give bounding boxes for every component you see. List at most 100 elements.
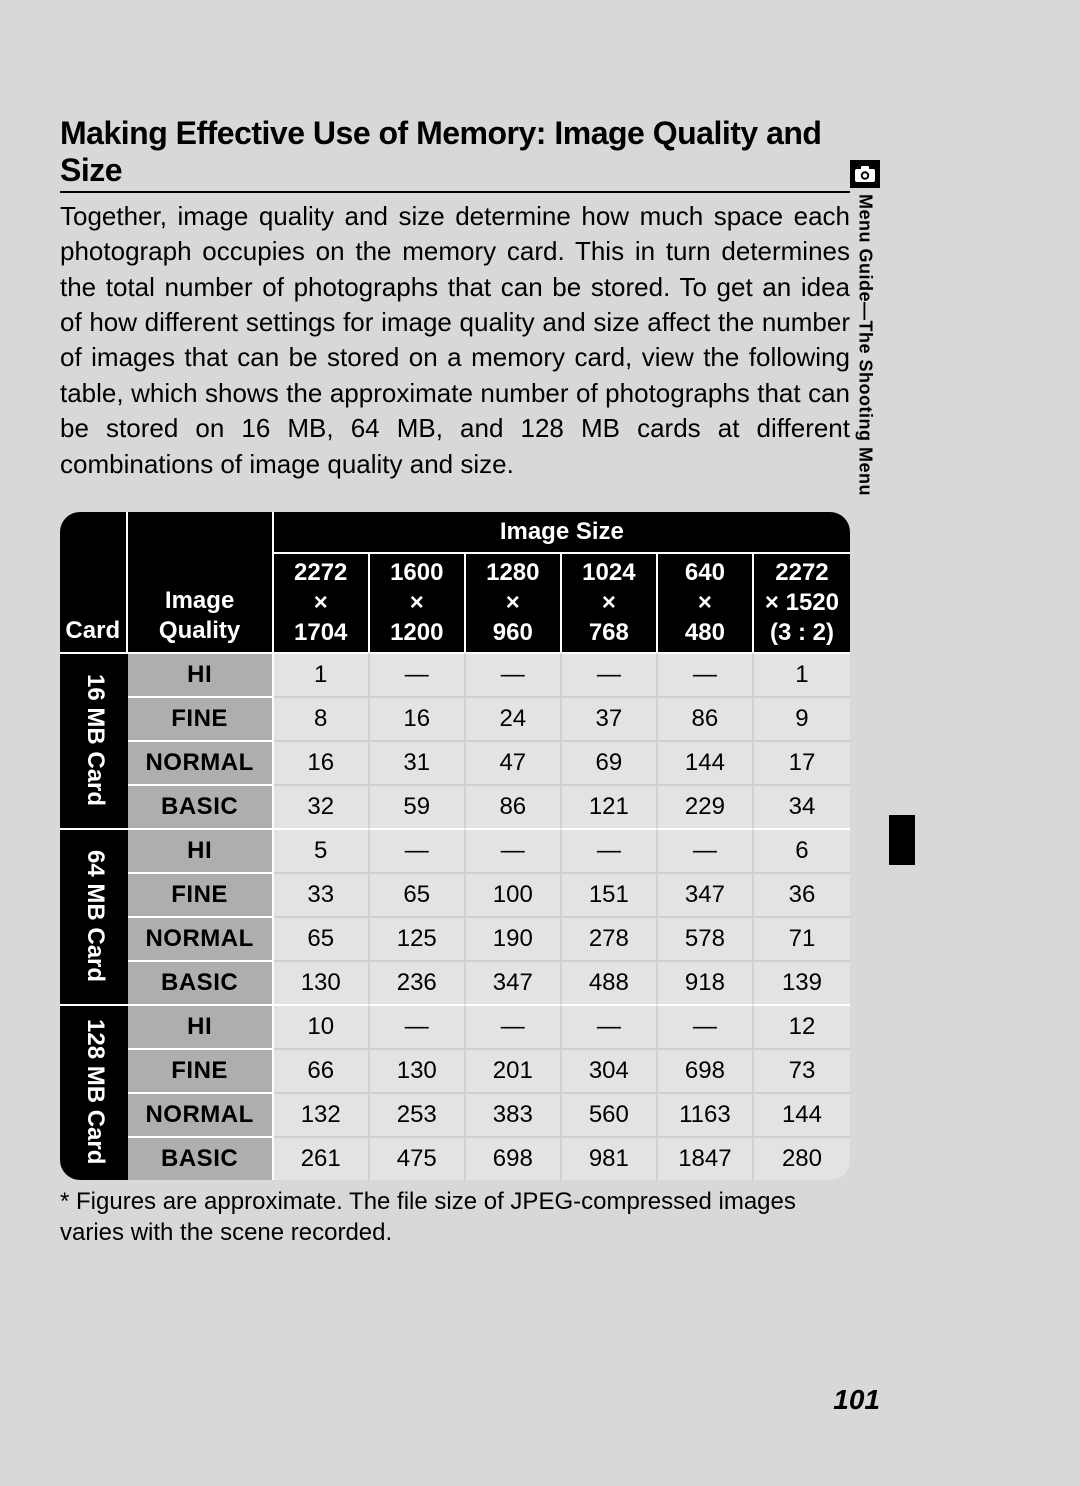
value-cell: 130 — [370, 1048, 466, 1092]
value-cell: 5 — [274, 828, 370, 872]
value-cell: 261 — [274, 1136, 370, 1180]
value-cell: 253 — [370, 1092, 466, 1136]
value-cell: 144 — [754, 1092, 850, 1136]
value-cell: — — [466, 652, 562, 696]
value-cell: 132 — [274, 1092, 370, 1136]
header-size-4: 640×480 — [658, 554, 754, 652]
value-cell: 32 — [274, 784, 370, 828]
thumb-tab — [889, 815, 915, 865]
value-cell: 981 — [562, 1136, 658, 1180]
value-cell: 36 — [754, 872, 850, 916]
header-size-2: 1280×960 — [466, 554, 562, 652]
value-cell: 475 — [370, 1136, 466, 1180]
header-size-5: 2272× 1520(3 : 2) — [754, 554, 850, 652]
value-cell: — — [466, 1004, 562, 1048]
value-cell: 34 — [754, 784, 850, 828]
value-cell: 86 — [658, 696, 754, 740]
value-cell: 236 — [370, 960, 466, 1004]
value-cell: 578 — [658, 916, 754, 960]
page-number: 101 — [833, 1384, 880, 1416]
value-cell: 100 — [466, 872, 562, 916]
value-cell: 69 — [562, 740, 658, 784]
value-cell: 31 — [370, 740, 466, 784]
quality-cell: NORMAL — [128, 740, 274, 784]
value-cell: 17 — [754, 740, 850, 784]
page-title: Making Effective Use of Memory: Image Qu… — [60, 115, 850, 193]
value-cell: 383 — [466, 1092, 562, 1136]
side-tab-label: Menu Guide—The Shooting Menu — [855, 194, 876, 496]
side-tab: Menu Guide—The Shooting Menu — [850, 160, 880, 496]
value-cell: — — [562, 1004, 658, 1048]
value-cell: 347 — [466, 960, 562, 1004]
header-quality: ImageQuality — [128, 512, 274, 652]
value-cell: — — [370, 828, 466, 872]
quality-cell: BASIC — [128, 960, 274, 1004]
value-cell: 1847 — [658, 1136, 754, 1180]
value-cell: — — [658, 652, 754, 696]
quality-cell: NORMAL — [128, 1092, 274, 1136]
value-cell: 280 — [754, 1136, 850, 1180]
value-cell: 16 — [370, 696, 466, 740]
value-cell: — — [562, 828, 658, 872]
value-cell: 59 — [370, 784, 466, 828]
header-size-0: 2272×1704 — [274, 554, 370, 652]
quality-cell: HI — [128, 828, 274, 872]
value-cell: 12 — [754, 1004, 850, 1048]
header-size-1: 1600×1200 — [370, 554, 466, 652]
value-cell: 144 — [658, 740, 754, 784]
value-cell: 488 — [562, 960, 658, 1004]
value-cell: 66 — [274, 1048, 370, 1092]
value-cell: 139 — [754, 960, 850, 1004]
value-cell: 1163 — [658, 1092, 754, 1136]
value-cell: — — [466, 828, 562, 872]
value-cell: 6 — [754, 828, 850, 872]
value-cell: 1 — [754, 652, 850, 696]
header-card: Card — [60, 512, 128, 652]
footnote: * Figures are approximate. The file size… — [60, 1186, 850, 1248]
quality-cell: FINE — [128, 1048, 274, 1092]
value-cell: 560 — [562, 1092, 658, 1136]
value-cell: 9 — [754, 696, 850, 740]
value-cell: 47 — [466, 740, 562, 784]
capacity-table: Card ImageQuality Image Size 2272×170416… — [60, 512, 850, 1180]
value-cell: 16 — [274, 740, 370, 784]
value-cell: — — [658, 828, 754, 872]
value-cell: 65 — [370, 872, 466, 916]
value-cell: — — [370, 1004, 466, 1048]
value-cell: 65 — [274, 916, 370, 960]
card-label: 16 MB Card — [60, 652, 128, 828]
body-text: Together, image quality and size determi… — [60, 199, 850, 482]
value-cell: 347 — [658, 872, 754, 916]
value-cell: 1 — [274, 652, 370, 696]
quality-cell: FINE — [128, 696, 274, 740]
value-cell: 125 — [370, 916, 466, 960]
quality-cell: HI — [128, 1004, 274, 1048]
value-cell: 8 — [274, 696, 370, 740]
value-cell: — — [658, 1004, 754, 1048]
header-size-3: 1024×768 — [562, 554, 658, 652]
value-cell: 10 — [274, 1004, 370, 1048]
value-cell: 121 — [562, 784, 658, 828]
value-cell: 304 — [562, 1048, 658, 1092]
value-cell: 33 — [274, 872, 370, 916]
value-cell: — — [370, 652, 466, 696]
value-cell: 37 — [562, 696, 658, 740]
quality-cell: HI — [128, 652, 274, 696]
card-label: 128 MB Card — [60, 1004, 128, 1180]
value-cell: — — [562, 652, 658, 696]
quality-cell: BASIC — [128, 1136, 274, 1180]
value-cell: 71 — [754, 916, 850, 960]
card-label: 64 MB Card — [60, 828, 128, 1004]
value-cell: 698 — [658, 1048, 754, 1092]
value-cell: 229 — [658, 784, 754, 828]
value-cell: 201 — [466, 1048, 562, 1092]
quality-cell: BASIC — [128, 784, 274, 828]
value-cell: 73 — [754, 1048, 850, 1092]
quality-cell: NORMAL — [128, 916, 274, 960]
value-cell: 24 — [466, 696, 562, 740]
header-image-size: Image Size — [274, 512, 850, 554]
value-cell: 86 — [466, 784, 562, 828]
camera-icon — [850, 160, 880, 188]
value-cell: 698 — [466, 1136, 562, 1180]
value-cell: 190 — [466, 916, 562, 960]
